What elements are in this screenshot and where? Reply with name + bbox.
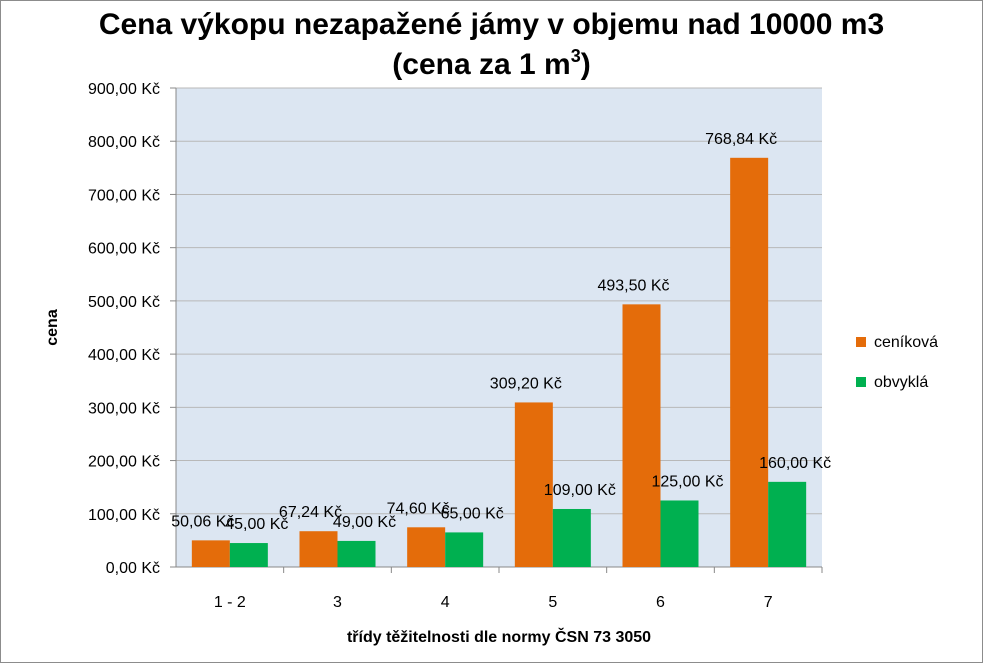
bar-cenikova — [514, 402, 553, 567]
y-tick-label: 200,00 Kč — [88, 454, 160, 471]
x-tick-label: 7 — [764, 594, 773, 611]
data-label: 125,00 Kč — [651, 473, 723, 490]
data-label: 160,00 Kč — [759, 455, 831, 472]
legend-label: obvyklá — [874, 374, 928, 391]
bar-obvykla — [768, 481, 807, 567]
chart-subtitle: (cena za 1 m3) — [0, 46, 983, 82]
bar-obvykla — [229, 543, 268, 567]
legend-swatch — [856, 377, 866, 387]
bar-cenikova — [191, 540, 230, 567]
y-tick-label: 500,00 Kč — [88, 294, 160, 311]
data-label: 493,50 Kč — [597, 277, 669, 294]
data-label: 768,84 Kč — [705, 131, 777, 148]
x-tick-label: 1 - 2 — [214, 594, 246, 611]
y-tick-label: 600,00 Kč — [88, 241, 160, 258]
bar-cenikova — [407, 527, 446, 567]
legend-label: ceníková — [874, 334, 938, 351]
y-axis-title: cena — [44, 309, 61, 346]
chart-subtitle-text: (cena za 1 m — [392, 48, 571, 81]
plot-area — [176, 88, 822, 567]
data-label: 49,00 Kč — [333, 514, 396, 531]
bar-obvykla — [337, 540, 376, 567]
y-tick-label: 400,00 Kč — [88, 347, 160, 364]
y-tick-label: 800,00 Kč — [88, 134, 160, 151]
bar-obvykla — [660, 500, 699, 567]
data-label: 309,20 Kč — [490, 375, 562, 392]
y-tick-label: 700,00 Kč — [88, 187, 160, 204]
bar-obvykla — [445, 532, 484, 567]
y-tick-label: 100,00 Kč — [88, 507, 160, 524]
bar-cenikova — [730, 157, 769, 567]
data-label: 45,00 Kč — [225, 516, 288, 533]
x-tick-label: 6 — [656, 594, 665, 611]
bar-obvykla — [552, 508, 591, 567]
chart-subtitle-superscript: 3 — [570, 46, 581, 66]
data-label: 50,06 Kč — [171, 513, 234, 530]
chart-title: Cena výkopu nezapažené jámy v objemu nad… — [98, 8, 885, 41]
bar-cenikova — [622, 304, 661, 567]
data-label: 109,00 Kč — [544, 482, 616, 499]
bar-cenikova — [299, 531, 338, 567]
y-tick-label: 900,00 Kč — [88, 81, 160, 98]
x-tick-label: 4 — [441, 594, 450, 611]
x-tick-label: 5 — [548, 594, 557, 611]
x-axis-title: třídy těžitelnosti dle normy ČSN 73 3050 — [347, 627, 651, 646]
chart-subtitle-close: ) — [580, 48, 591, 81]
y-tick-label: 300,00 Kč — [88, 400, 160, 417]
legend-swatch — [856, 337, 866, 347]
data-label: 74,60 Kč — [387, 500, 450, 517]
data-label: 67,24 Kč — [279, 504, 342, 521]
data-label: 65,00 Kč — [441, 505, 504, 522]
y-tick-label: 0,00 Kč — [106, 560, 160, 577]
x-tick-label: 3 — [333, 594, 342, 611]
